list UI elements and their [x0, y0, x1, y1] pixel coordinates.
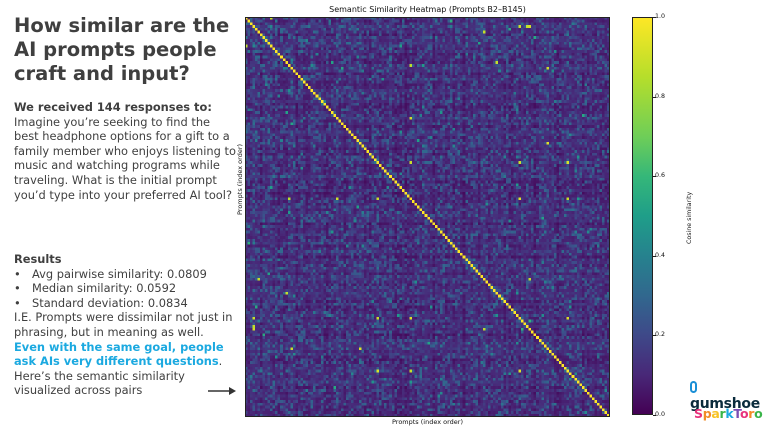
intro-text: Imagine you’re seeking to find the best …	[14, 114, 236, 202]
results-list: Avg pairwise similarity: 0.0809 Median s…	[14, 267, 236, 311]
results-heading: Results	[14, 252, 62, 266]
colorbar-tick-label: 0.6	[655, 172, 666, 180]
colorbar-tick-label: 0.2	[655, 331, 666, 339]
colorbar-tickmark	[653, 96, 656, 98]
colorbar-tick-label: 1.0	[655, 13, 666, 20]
intro-lead: We received 144 responses to:	[14, 100, 212, 114]
colorbar-tickmark	[653, 17, 656, 18]
text-panel: How similar are the AI prompts people cr…	[14, 14, 236, 202]
intro-paragraph: We received 144 responses to: Imagine yo…	[14, 100, 236, 202]
conclusion-paragraph: I.E. Prompts were dissimilar not just in…	[14, 310, 236, 398]
slide-title: How similar are the AI prompts people cr…	[14, 14, 230, 85]
colorbar-label: Cosine similarity	[686, 191, 693, 244]
results-item-avg: Avg pairwise similarity: 0.0809	[14, 267, 236, 282]
colorbar-tick-label: 0.8	[655, 92, 666, 100]
gumshoe-logo-text: gumshoe	[690, 396, 760, 412]
chart-title: Semantic Similarity Heatmap (Prompts B2–…	[329, 5, 526, 14]
arrow-right-icon	[208, 387, 236, 395]
colorbar	[632, 17, 653, 415]
colorbar-tickmark	[653, 255, 656, 257]
results-item-std: Standard deviation: 0.0834	[14, 296, 236, 311]
results-section: Results Avg pairwise similarity: 0.0809 …	[14, 252, 236, 398]
conclusion-highlight: Even with the same goal, people ask AIs …	[14, 339, 224, 369]
conclusion-pre: I.E. Prompts were dissimilar not just in…	[14, 310, 233, 339]
sparktoro-logo: SparkToro	[694, 406, 763, 421]
similarity-heatmap	[245, 17, 610, 417]
colorbar-tickmark	[653, 176, 656, 178]
gumshoe-mark-icon	[690, 381, 697, 393]
colorbar-tickmark	[653, 335, 656, 337]
x-axis-label: Prompts (index order)	[391, 418, 464, 426]
colorbar-tickmark	[653, 415, 656, 416]
colorbar-tick-label: 0.4	[655, 251, 666, 259]
conclusion-post: . Here’s the semantic similarity visuali…	[14, 354, 223, 398]
colorbar-tick-label: 0.0	[655, 411, 666, 418]
gumshoe-logo: gumshoe	[690, 380, 768, 412]
results-item-median: Median similarity: 0.0592	[14, 281, 236, 296]
y-axis-label: Prompts (index order)	[236, 143, 244, 215]
